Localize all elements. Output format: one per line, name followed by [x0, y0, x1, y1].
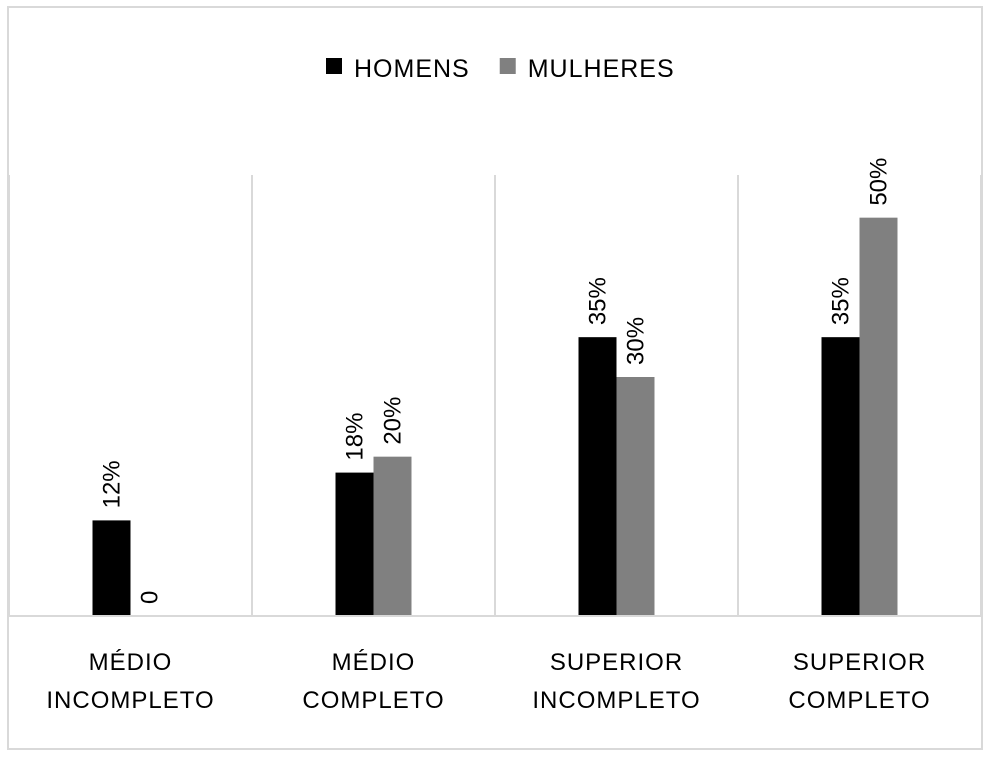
category-label: COMPLETO	[302, 687, 444, 714]
data-label: 50%	[866, 158, 893, 206]
legend-swatch-homens	[326, 58, 342, 74]
data-label: 0	[137, 591, 164, 604]
bar-mulheres	[859, 217, 898, 616]
data-label: 35%	[828, 277, 855, 325]
bar-homens	[578, 337, 617, 616]
legend-label-mulheres: MULHERES	[528, 55, 675, 83]
data-label: 18%	[342, 413, 369, 461]
data-label: 30%	[623, 317, 650, 365]
bar-homens	[335, 472, 374, 616]
category-separators	[8, 175, 982, 616]
category-label: INCOMPLETO	[532, 687, 700, 714]
bar-mulheres	[616, 377, 655, 616]
category-label: SUPERIOR	[793, 649, 926, 676]
bar-mulheres	[373, 456, 412, 616]
legend: HOMENS MULHERES	[326, 55, 675, 83]
category-label: MÉDIO	[332, 649, 416, 676]
data-label: 12%	[99, 460, 126, 508]
category-label: INCOMPLETO	[46, 687, 214, 714]
bar-homens	[821, 337, 860, 616]
data-label: 35%	[585, 277, 612, 325]
category-label: SUPERIOR	[550, 649, 683, 676]
data-labels: 12% 18% 35% 35% 0 20% 30% 50%	[99, 158, 893, 604]
category-labels: MÉDIO INCOMPLETO MÉDIO COMPLETO SUPERIOR INCO…	[46, 649, 930, 714]
legend-swatch-mulheres	[499, 58, 516, 74]
legend-label-homens: HOMENS	[354, 55, 470, 83]
bar-homens	[92, 520, 131, 616]
data-label: 20%	[380, 397, 407, 445]
category-label: MÉDIO	[89, 649, 173, 676]
category-label: COMPLETO	[788, 687, 930, 714]
bars	[92, 217, 898, 616]
